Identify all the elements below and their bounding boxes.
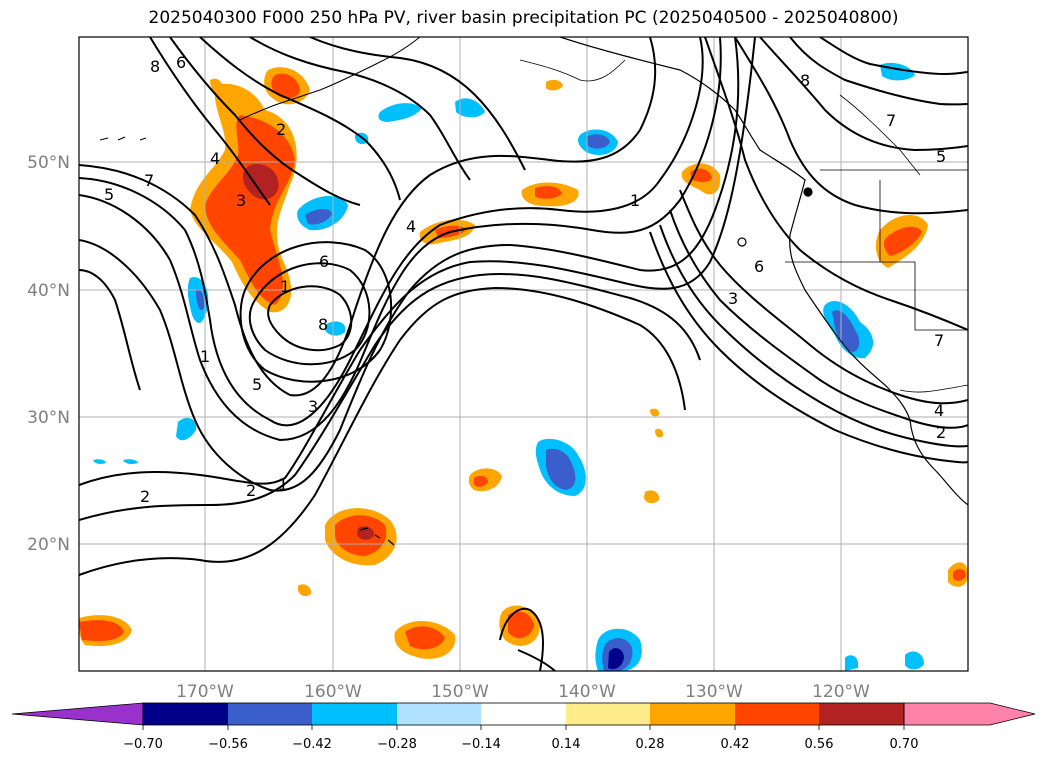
contour-labels: 8 6 5 7 4 3 2 1 6 8 4 5 3 1 2 2 1 1 8 7 … xyxy=(104,53,946,506)
precip-blob xyxy=(455,98,485,118)
contour-label: 7 xyxy=(934,331,944,350)
lon-labels: 170°W 160°W 150°W 140°W 130°W 120°W xyxy=(176,682,870,702)
map-frame xyxy=(78,36,969,672)
map-background xyxy=(79,37,968,671)
lon-label: 120°W xyxy=(812,682,870,702)
contour-label: 3 xyxy=(236,191,246,210)
contour-label: 2 xyxy=(276,120,286,139)
contour-label: 8 xyxy=(800,71,810,90)
colorbar-tick: −0.70 xyxy=(123,737,163,752)
colorbar-bin xyxy=(566,703,650,725)
contour-label: 4 xyxy=(406,217,416,236)
colorbar: −0.70 −0.56 −0.42 −0.28 −0.14 0.14 0.28 … xyxy=(11,702,1036,752)
colorbar-tick: 0.14 xyxy=(552,737,581,752)
precip-blob xyxy=(845,655,859,671)
contour-label: 1 xyxy=(200,347,210,366)
precip-blob xyxy=(832,310,860,352)
precip-blob xyxy=(176,417,197,441)
contour-label: 2 xyxy=(936,423,946,442)
colorbar-tick: −0.56 xyxy=(208,737,248,752)
lon-label: 130°W xyxy=(685,682,743,702)
colorbar-tick: 0.56 xyxy=(805,737,834,752)
lat-label: 30°N xyxy=(27,408,70,428)
lat-label: 50°N xyxy=(27,153,70,173)
precip-blob xyxy=(586,134,610,149)
contour-label: 4 xyxy=(210,149,220,168)
precip-blob xyxy=(378,103,422,122)
colorbar-bin xyxy=(312,703,397,725)
precip-blob xyxy=(644,490,660,504)
map-title: 2025040300 F000 250 hPa PV, river basin … xyxy=(148,8,899,28)
precip-blob xyxy=(196,289,205,310)
contour-label: 8 xyxy=(150,57,160,76)
precip-blob xyxy=(546,79,563,91)
colorbar-extend-min xyxy=(11,702,144,726)
pv-contours xyxy=(79,37,968,671)
lat-label: 40°N xyxy=(27,281,70,301)
colorbar-bin xyxy=(143,703,228,725)
precip-blob xyxy=(123,459,138,464)
colorbar-bin xyxy=(228,703,312,725)
contour-label: 5 xyxy=(936,147,946,166)
colorbar-tick: 0.28 xyxy=(636,737,665,752)
precip-blob xyxy=(210,78,223,94)
colorbar-extend-max xyxy=(903,702,1036,726)
colorbar-tick: −0.42 xyxy=(292,737,332,752)
precip-shading xyxy=(79,62,968,671)
precip-blob xyxy=(79,620,124,642)
contour-label: 7 xyxy=(144,171,154,190)
contour-label: 2 xyxy=(246,481,256,500)
lon-label: 160°W xyxy=(304,682,362,702)
contour-label: 5 xyxy=(104,185,114,204)
precip-blob xyxy=(242,164,279,200)
colorbar-tick: −0.14 xyxy=(461,737,501,752)
precip-blob xyxy=(535,186,562,199)
precip-blob xyxy=(953,568,966,581)
contour-label: 8 xyxy=(318,315,328,334)
contour-label: 3 xyxy=(728,289,738,308)
precip-blob xyxy=(650,408,660,417)
precip-blob xyxy=(883,226,922,256)
lon-label: 140°W xyxy=(558,682,616,702)
precip-blob xyxy=(271,73,300,99)
colorbar-bin xyxy=(397,703,481,725)
contour-label: 1 xyxy=(280,277,290,296)
contour-label: 4 xyxy=(934,401,944,420)
lon-label: 170°W xyxy=(176,682,234,702)
colorbar-tick: −0.28 xyxy=(377,737,417,752)
contour-label: 7 xyxy=(886,111,896,130)
colorbar-bin xyxy=(819,703,904,725)
precip-blob xyxy=(608,648,624,670)
precip-blob xyxy=(298,584,312,597)
precip-blob xyxy=(325,321,346,336)
colorbar-tick: 0.42 xyxy=(721,737,750,752)
contour-label: 3 xyxy=(308,397,318,416)
colorbar-bin xyxy=(735,703,819,725)
contour-label: 2 xyxy=(140,487,150,506)
colorbar-tick: 0.70 xyxy=(890,737,919,752)
contour-label: 1 xyxy=(278,475,288,494)
lon-label: 150°W xyxy=(431,682,489,702)
contour-label: 5 xyxy=(252,375,262,394)
precip-blob xyxy=(655,428,664,438)
precip-blob xyxy=(546,448,576,490)
colorbar-bin xyxy=(650,703,735,725)
lat-labels: 50°N 40°N 30°N 20°N xyxy=(27,153,70,555)
precip-blob xyxy=(905,651,924,670)
precip-blob xyxy=(474,475,488,487)
contour-label: 6 xyxy=(754,257,764,276)
precip-blob xyxy=(93,459,106,464)
contour-label: 6 xyxy=(176,53,186,72)
precip-blob xyxy=(405,626,445,650)
lat-label: 20°N xyxy=(27,535,70,555)
precip-blob xyxy=(508,611,534,639)
contour-label: 6 xyxy=(319,252,329,271)
colorbar-bin xyxy=(481,703,566,725)
contour-label: 1 xyxy=(630,191,640,210)
precip-blob xyxy=(305,208,332,225)
